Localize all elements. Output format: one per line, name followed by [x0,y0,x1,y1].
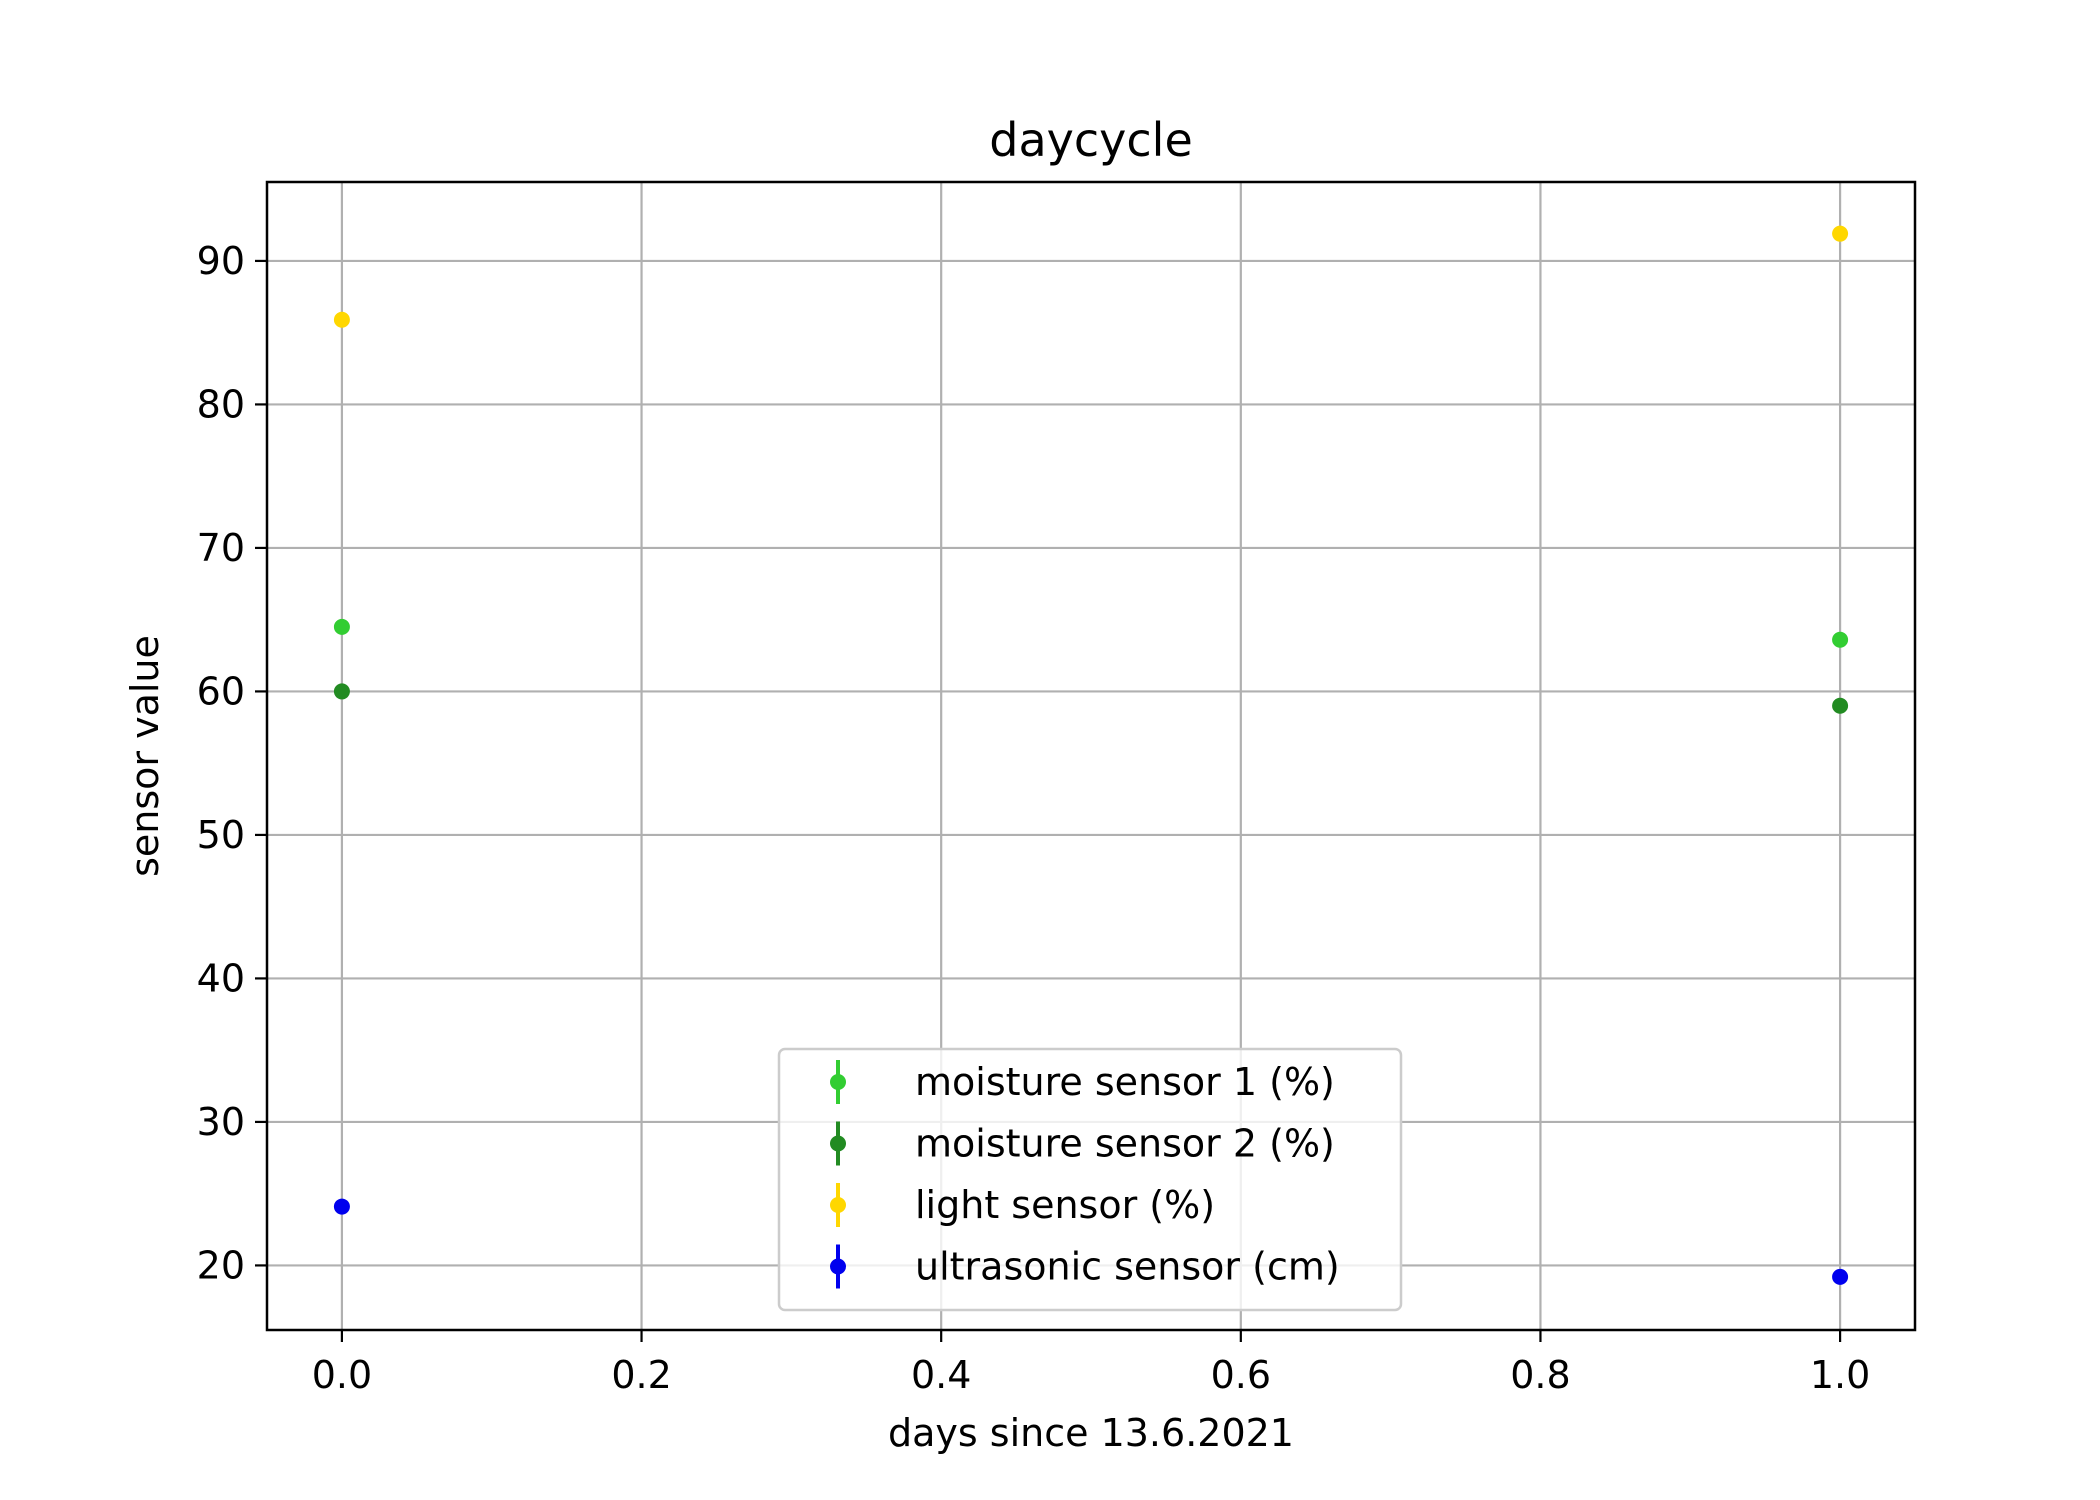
legend-label: ultrasonic sensor (cm) [915,1245,1340,1289]
axis-ticks: 0.0 0.2 0.4 0.6 0.8 1.0 20 30 40 50 60 70 80 90 [197,239,1871,1397]
legend-marker [830,1135,846,1152]
legend-label: moisture sensor 2 (%) [915,1122,1335,1166]
x-axis-label: days since 13.6.2021 [888,1411,1294,1455]
legend-marker [830,1197,846,1213]
legend-marker [830,1074,846,1090]
legend: moisture sensor 1 (%) moisture sensor 2 (… [777,1047,1403,1312]
x-tick-label: 1.0 [1810,1353,1870,1397]
data-point [333,618,350,635]
data-point [1832,225,1849,242]
legend-box [777,1047,1403,1312]
data-point [1832,631,1849,648]
data-point [333,311,350,328]
x-tick-label: 0.0 [312,1353,372,1397]
grid [267,182,1915,1330]
plot-area-frame [265,180,1917,1332]
y-tick-label: 80 [197,382,245,426]
y-tick-label: 70 [197,526,245,570]
y-tick-label: 60 [197,669,245,713]
data-points [333,225,1849,1285]
legend-label: light sensor (%) [915,1183,1215,1227]
data-point [333,683,350,700]
y-tick-label: 90 [197,239,245,283]
x-tick-label: 0.2 [611,1353,671,1397]
y-tick-label: 30 [197,1100,245,1144]
data-point [333,1198,350,1215]
legend-marker [830,1258,846,1275]
y-tick-label: 50 [197,813,245,857]
data-point [1832,1268,1849,1285]
chart-title: daycycle [989,113,1193,167]
legend-label: moisture sensor 1 (%) [915,1060,1335,1104]
y-axis-label: sensor value [123,635,167,877]
y-tick-label: 20 [197,1243,245,1287]
x-tick-label: 0.6 [1211,1353,1271,1397]
y-tick-label: 40 [197,956,245,1000]
data-point [1832,697,1849,714]
x-tick-label: 0.4 [911,1353,971,1397]
x-tick-label: 0.8 [1510,1353,1570,1397]
